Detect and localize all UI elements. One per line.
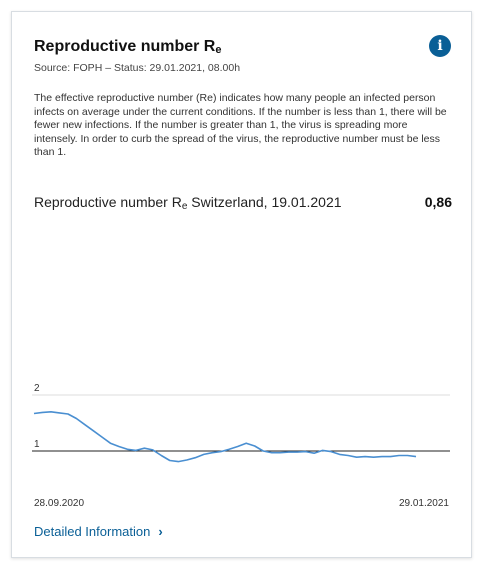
value-label-rest: Switzerland, 19.01.2021: [187, 194, 342, 210]
chevron-right-icon: ›: [158, 524, 163, 539]
detailed-information-link[interactable]: Detailed Information ›: [34, 524, 163, 539]
source-status: Source: FOPH – Status: 29.01.2021, 08.00…: [34, 62, 241, 74]
description-text: The effective reproductive number (Re) i…: [34, 92, 447, 158]
re-line-chart: 2 1: [32, 383, 450, 463]
info-icon[interactable]: i: [429, 35, 451, 57]
detailed-information-label: Detailed Information: [34, 524, 151, 539]
title-main: Reproductive number R: [34, 38, 216, 55]
title-subscript: e: [215, 44, 222, 56]
card-title: Reproductive number Re: [34, 38, 221, 56]
re-series-line: [33, 411, 417, 463]
reproductive-number-card: Reproductive number Re i Source: FOPH – …: [11, 11, 472, 558]
value-label-subscript: e: [181, 201, 188, 212]
y-tick-2: 2: [34, 383, 40, 394]
value-label: Reproductive number Re Switzerland, 19.0…: [34, 194, 342, 212]
x-axis-end-label: 29.01.2021: [398, 498, 449, 509]
y-tick-1: 1: [34, 439, 40, 450]
value-label-main: Reproductive number R: [34, 194, 182, 210]
x-axis-start-label: 28.09.2020: [34, 498, 85, 509]
value-row: Reproductive number Re Switzerland, 19.0…: [34, 194, 452, 216]
re-value: 0,86: [424, 194, 452, 210]
